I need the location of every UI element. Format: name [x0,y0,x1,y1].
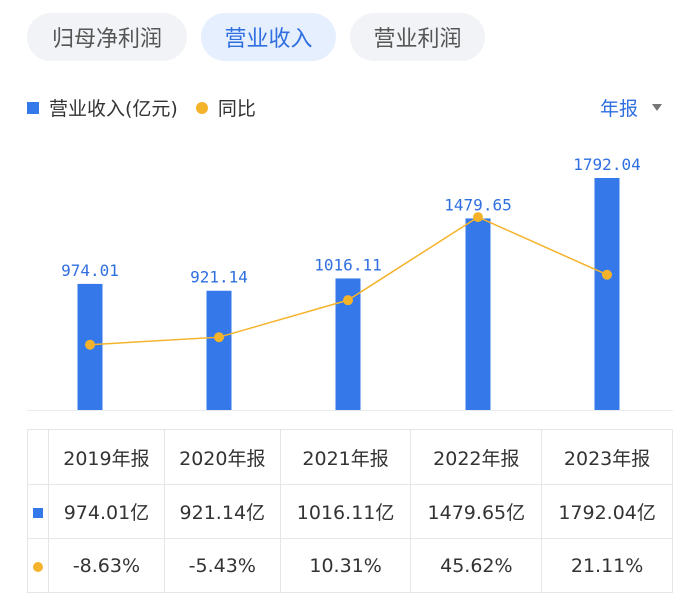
bar-value-label: 1016.11 [314,255,381,274]
legend-bar-label: 营业收入(亿元) [49,98,178,120]
table-cell: -5.43% [163,538,281,593]
revenue-row-marker [27,484,49,539]
bar [206,290,232,410]
table-header-cell: 2021年报 [279,429,412,485]
legend-bar-marker [27,101,39,114]
yoy-row-marker [27,538,49,593]
data-table: 2019年报 2020年报 2021年报 2022年报 2023年报 974.0… [27,429,673,593]
bar [465,218,491,410]
tab-revenue[interactable]: 营业收入 [201,13,336,61]
yoy-point [473,212,483,223]
table-cell: 21.11% [541,538,673,593]
table-cell: 974.01亿 [48,484,165,539]
line-series-marker [33,561,43,572]
table-cell: 45.62% [410,538,543,593]
table-corner-cell [27,429,49,485]
table-header-cell: 2022年报 [410,429,543,485]
bar-value-label: 974.01 [61,261,119,280]
yoy-point [85,339,95,350]
legend-line-marker [195,101,208,114]
table-row-yoy: -8.63% -5.43% 10.31% 45.62% 21.11% [27,538,673,593]
table-cell: 921.14亿 [163,484,281,539]
tab-operating-profit[interactable]: 营业利润 [350,13,485,61]
yoy-point [602,269,612,280]
table-cell: 10.31% [279,538,412,593]
chart-legend: 营业收入(亿元) 同比 [27,94,256,121]
revenue-chart: 974.01 921.14 1016.11 1479.65 1792.04 [27,155,673,411]
period-selector[interactable]: 年报 [600,94,662,121]
bar [594,178,620,410]
bar-series-marker [33,507,43,518]
table-cell: 1479.65亿 [410,484,543,539]
tab-net-profit[interactable]: 归母净利润 [27,13,187,61]
yoy-point [343,295,353,306]
table-row-revenue: 974.01亿 921.14亿 1016.11亿 1479.65亿 1792.0… [27,484,673,539]
table-header-cell: 2019年报 [48,429,165,485]
table-cell: -8.63% [48,538,165,593]
metric-tabs: 归母净利润 营业收入 营业利润 [27,13,485,61]
period-selector-label: 年报 [599,98,638,120]
table-header-cell: 2020年报 [163,429,281,485]
table-header-row: 2019年报 2020年报 2021年报 2022年报 2023年报 [27,429,673,485]
bar-value-label: 921.14 [190,268,248,287]
legend-line-label: 同比 [217,98,256,120]
yoy-point [214,332,224,343]
chevron-down-icon [652,104,662,111]
table-cell: 1792.04亿 [541,484,673,539]
table-header-cell: 2023年报 [541,429,673,485]
bar-value-label: 1479.65 [444,195,511,214]
bar-value-label: 1792.04 [573,155,640,174]
table-cell: 1016.11亿 [279,484,412,539]
